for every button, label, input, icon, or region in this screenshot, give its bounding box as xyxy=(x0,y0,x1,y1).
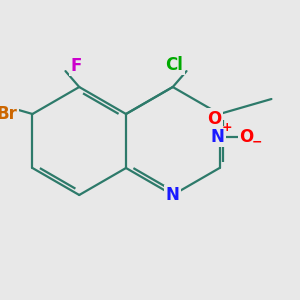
Text: N: N xyxy=(211,128,224,146)
Text: −: − xyxy=(251,136,262,149)
Text: Cl: Cl xyxy=(165,56,183,74)
Text: F: F xyxy=(70,57,82,75)
Text: O: O xyxy=(239,128,253,146)
Text: Br: Br xyxy=(0,105,17,123)
Text: +: + xyxy=(221,121,232,134)
Text: O: O xyxy=(207,110,222,128)
Text: N: N xyxy=(166,186,180,204)
